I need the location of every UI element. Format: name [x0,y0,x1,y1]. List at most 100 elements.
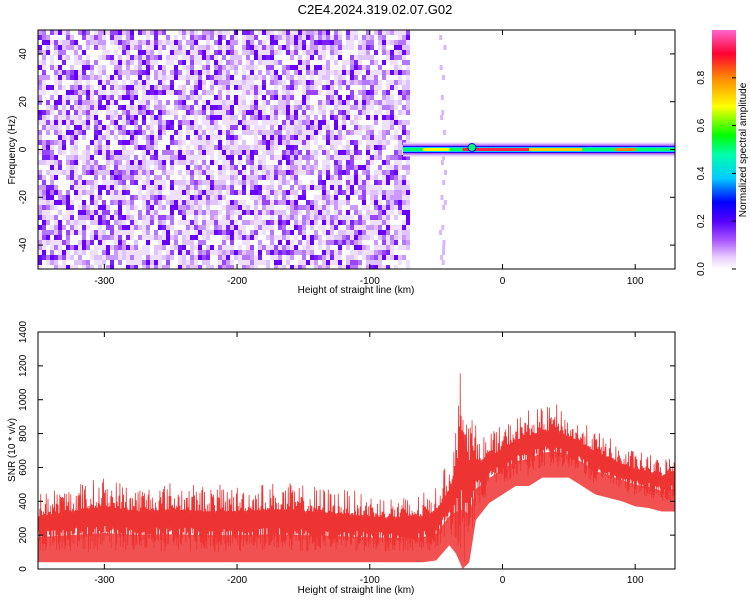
heatmap-cell [346,60,350,65]
heatmap-cell [150,125,154,130]
heatmap-cell [126,260,130,265]
heatmap-cell [246,50,250,55]
heatmap-cell [302,265,306,269]
heatmap-cell [122,110,126,115]
heatmap-cell [150,265,154,269]
heatmap-cell [266,205,270,210]
heatmap-cell [78,210,82,215]
heatmap-cell [394,165,398,170]
heatmap-cell [102,155,106,160]
heatmap-cell [158,195,162,200]
heatmap-cell [370,200,374,205]
heatmap-cell [250,105,254,110]
heatmap-cell [406,160,410,165]
heatmap-cell [58,210,62,215]
heatmap-cell [42,190,46,195]
heatmap-cell [242,140,246,145]
heatmap-cell [94,255,98,260]
heatmap-cell [354,70,358,75]
heatmap-cell [290,40,294,45]
heatmap-cell [102,200,106,205]
heatmap-cell [330,225,334,230]
heatmap-cell [286,200,290,205]
heatmap-cell [366,260,370,265]
heatmap-cell [130,60,134,65]
heatmap-cell [398,35,402,40]
heatmap-cell [338,235,342,240]
heatmap-cell [190,90,194,95]
heatmap-cell [206,175,210,180]
heatmap-cell [314,150,318,155]
heatmap-cell [226,235,230,240]
heatmap-cell [198,255,202,260]
heatmap-cell [234,190,238,195]
heatmap-cell [54,230,58,235]
heatmap-cell [302,105,306,110]
heatmap-cell [50,65,54,70]
heatmap-cell [334,150,338,155]
heatmap-cell [214,190,218,195]
colorbar-label: Normalized spectral amplitude [738,82,749,217]
heatmap-cell [234,55,238,60]
heatmap-cell [318,90,322,95]
heatmap-cell [142,180,146,185]
heatmap-cell [362,170,366,175]
heatmap-cell [378,200,382,205]
heatmap-cell [202,145,206,150]
heatmap-cell [110,245,114,250]
heatmap-cell [282,45,286,50]
heatmap-cell [330,145,334,150]
heatmap-cell [74,95,78,100]
heatmap-cell [358,260,362,265]
heatmap-cell [114,100,118,105]
y-tick-label: 1200 [18,354,29,377]
heatmap-cell [134,240,138,245]
heatmap-cell [126,265,130,269]
heatmap-cell [90,155,94,160]
heatmap-cell [406,120,410,125]
heatmap-cell [146,230,150,235]
heatmap-cell [274,190,278,195]
heatmap-cell [198,105,202,110]
heatmap-cell [226,205,230,210]
heatmap-cell [338,190,342,195]
heatmap-cell [306,95,310,100]
heatmap-cell [366,190,370,195]
heatmap-cell [150,235,154,240]
heatmap-cell [258,240,262,245]
heatmap-cell [262,205,266,210]
heatmap-cell [142,110,146,115]
heatmap-cell [218,195,222,200]
heatmap-cell [158,90,162,95]
heatmap-cell [278,135,282,140]
heatmap-cell [170,190,174,195]
heatmap-cell [258,175,262,180]
heatmap-cell [154,75,158,80]
heatmap-cell [294,125,298,130]
colorbar-gradient [712,30,736,269]
heatmap-cell [310,150,314,155]
heatmap-cell [226,250,230,255]
heatmap-cell [190,35,194,40]
heatmap-cell [198,130,202,135]
heatmap-cell [382,95,386,100]
heatmap-cell [374,140,378,145]
heatmap-cell [306,150,310,155]
heatmap-cell [330,135,334,140]
heatmap-cell [194,130,198,135]
heatmap-cell [82,190,86,195]
heatmap-cell [366,235,370,240]
heatmap-cell [326,170,330,175]
heatmap-cell [58,160,62,165]
heatmap-cell [70,265,74,269]
heatmap-cell [50,165,54,170]
heatmap-cell [218,85,222,90]
heatmap-cell [370,90,374,95]
heatmap-cell [406,265,410,269]
heatmap-cell [114,195,118,200]
heatmap-cell [46,145,50,150]
heatmap-cell [166,240,170,245]
heatmap-cell [178,220,182,225]
heatmap-cell [46,220,50,225]
heatmap-cell [210,100,214,105]
